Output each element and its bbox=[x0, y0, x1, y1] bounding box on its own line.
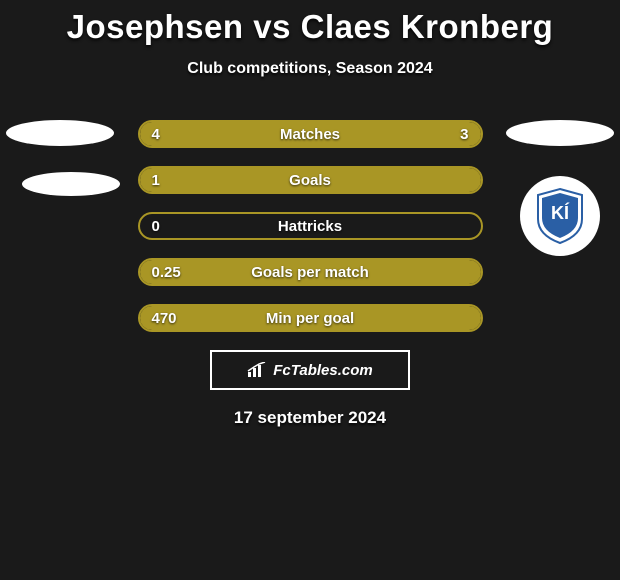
player1-ellipse-2 bbox=[22, 172, 120, 196]
stat-bar: 0.25Goals per match bbox=[138, 258, 483, 286]
stat-right-value: 3 bbox=[460, 126, 468, 143]
comparison-title: Josephsen vs Claes Kronberg bbox=[0, 0, 620, 46]
date-text: 17 september 2024 bbox=[0, 408, 620, 428]
stat-bar: 470Min per goal bbox=[138, 304, 483, 332]
stat-label: Goals per match bbox=[140, 264, 481, 281]
chart-icon bbox=[247, 362, 267, 378]
player1-ellipse-1 bbox=[6, 120, 114, 146]
stats-stage: KÍ 4Matches3 1Goals 0Hattricks 0.25Goals pe… bbox=[0, 120, 620, 428]
stat-label: Matches bbox=[140, 126, 481, 143]
player2-ellipse-1 bbox=[506, 120, 614, 146]
stat-bar: 0Hattricks bbox=[138, 212, 483, 240]
stat-bars: 4Matches3 1Goals 0Hattricks 0.25Goals per m… bbox=[138, 120, 483, 332]
brand-text: FcTables.com bbox=[273, 362, 372, 379]
player2-name: Claes Kronberg bbox=[301, 8, 554, 45]
stat-bar: 1Goals bbox=[138, 166, 483, 194]
stat-label: Min per goal bbox=[140, 310, 481, 327]
stat-bar: 4Matches3 bbox=[138, 120, 483, 148]
player1-name: Josephsen bbox=[67, 8, 244, 45]
subtitle: Club competitions, Season 2024 bbox=[0, 60, 620, 78]
svg-text:KÍ: KÍ bbox=[551, 202, 570, 223]
brand-box: FcTables.com bbox=[210, 350, 410, 390]
player2-club-logo: KÍ bbox=[520, 176, 600, 256]
stat-label: Hattricks bbox=[140, 218, 481, 235]
shield-icon: KÍ bbox=[534, 187, 586, 245]
vs-text: vs bbox=[253, 8, 291, 45]
stat-label: Goals bbox=[140, 172, 481, 189]
